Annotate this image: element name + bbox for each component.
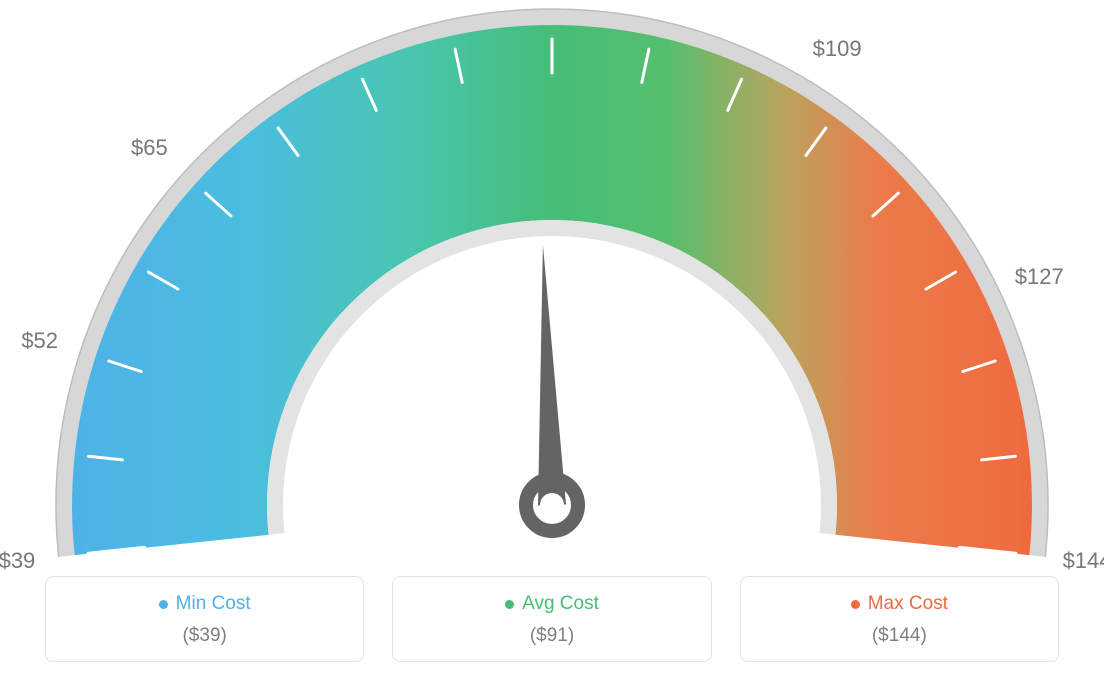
dot-icon: [851, 600, 860, 609]
gauge-tick-label: $65: [131, 135, 168, 161]
dot-icon: [505, 600, 514, 609]
legend-min: Min Cost ($39): [45, 576, 364, 662]
legend-max: Max Cost ($144): [740, 576, 1059, 662]
gauge-tick-label: $39: [0, 548, 35, 574]
legend: Min Cost ($39) Avg Cost ($91) Max Cost (…: [45, 576, 1059, 662]
gauge-svg: [0, 0, 1104, 560]
legend-max-label: Max Cost: [868, 593, 948, 615]
legend-min-label: Min Cost: [176, 593, 251, 615]
legend-avg-label: Avg Cost: [522, 593, 599, 615]
dot-icon: [159, 600, 168, 609]
legend-min-value: ($39): [56, 625, 353, 647]
cost-gauge: $39$52$65$91$109$127$144: [0, 0, 1104, 560]
gauge-tick-label: $109: [813, 36, 862, 62]
legend-max-value: ($144): [751, 625, 1048, 647]
gauge-tick-label: $127: [1015, 264, 1064, 290]
gauge-tick-label: $52: [21, 328, 58, 354]
legend-avg: Avg Cost ($91): [392, 576, 711, 662]
gauge-tick-label: $144: [1063, 548, 1104, 574]
legend-avg-value: ($91): [403, 625, 700, 647]
